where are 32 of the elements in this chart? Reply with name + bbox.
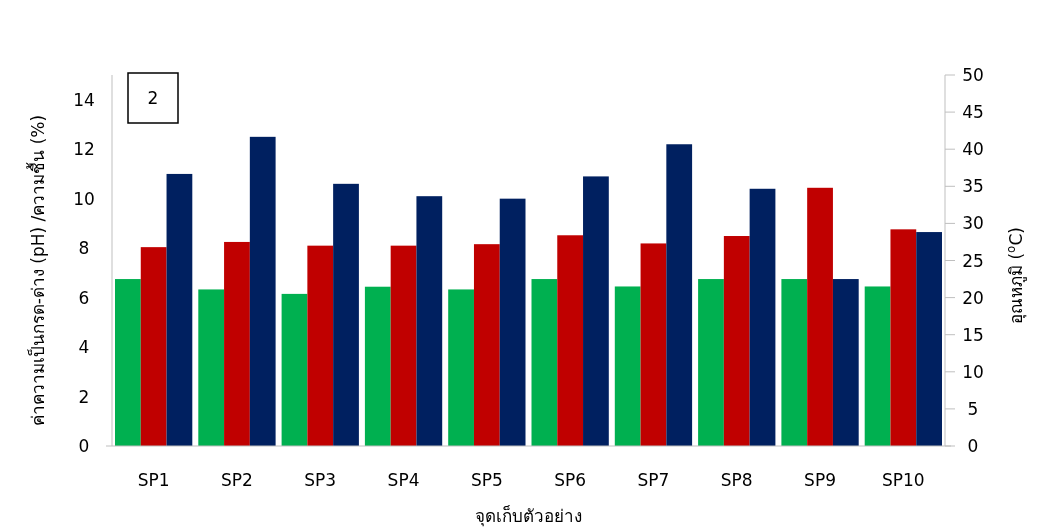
y-tick-label: 14 [73,89,95,110]
annotation: 2 [147,88,159,108]
y2-tick-label: 30 [962,213,984,234]
y2-tick-label: 45 [962,102,984,123]
y2-tick-label: 50 [962,65,984,85]
y-tick-label: 2 [78,386,90,407]
x-tick-label: SP3 [304,470,337,490]
x-tick-label: SP4 [387,470,420,490]
y2-tick-label: 5 [967,398,979,419]
y2-tick-label: 25 [962,250,984,271]
x-tick-label: SP7 [637,470,670,490]
x-tick-label: SP1 [137,470,170,490]
y2-tick-label: 10 [962,361,984,382]
x-tick-label: SP2 [221,470,253,490]
x-axis-title: จุดเก็บตัวอย่าง [475,505,582,527]
y-tick-label: 4 [78,337,90,358]
x-tick-label: SP5 [470,470,503,490]
y2-tick-label: 35 [962,176,984,197]
y-tick-label: 10 [73,188,95,209]
x-tick-label: SP8 [720,470,753,490]
y-tick-label: 6 [78,287,90,308]
y-tick-label: 12 [73,139,95,160]
x-tick-label: SP9 [804,470,836,490]
x-tick-label: SP6 [554,470,587,490]
x-tick-label: SP10 [882,470,925,490]
y-axis-title: ค่าความเป็นกรด-ด่าง (pH) /ความชื้น (%) [26,114,48,427]
y-tick-label: 8 [78,238,90,259]
y2-tick-label: 40 [962,139,984,160]
y2-tick-label: 20 [962,287,984,308]
y2-tick-label: 15 [962,324,984,345]
y2-tick-label: 0 [967,436,979,456]
y-tick-label: 0 [78,436,90,456]
